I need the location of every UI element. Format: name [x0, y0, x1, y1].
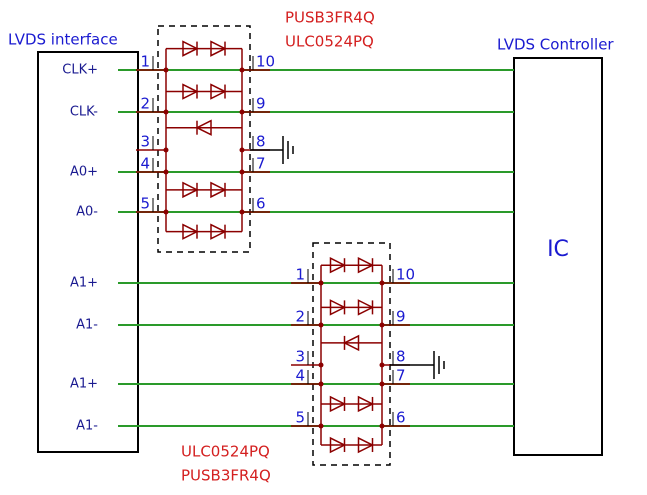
diode — [182, 223, 199, 240]
junction — [318, 381, 324, 387]
chip-outline — [312, 242, 391, 466]
signal-label: CLK+ — [62, 63, 98, 78]
junction — [318, 362, 324, 368]
diode — [357, 299, 375, 316]
junction — [163, 169, 169, 175]
junction — [318, 322, 324, 328]
pin-number: 3 — [140, 133, 150, 151]
diode — [210, 40, 227, 57]
diode — [357, 436, 375, 454]
diode — [182, 40, 199, 57]
pin-number: 8 — [396, 348, 406, 366]
diode — [182, 181, 199, 199]
pin-number: 2 — [140, 95, 150, 113]
signal-label: A1+ — [70, 276, 98, 291]
part-number: PUSB3FR4Q — [285, 9, 375, 27]
pin-number: 7 — [256, 155, 266, 173]
junction — [163, 209, 169, 215]
junction — [379, 362, 385, 368]
pin-number: 4 — [140, 155, 150, 173]
controller-box — [513, 57, 603, 456]
interface-box — [37, 51, 139, 453]
junction — [318, 423, 324, 429]
junction — [379, 280, 385, 286]
pin-number: 9 — [396, 308, 406, 326]
junction — [318, 280, 324, 286]
diode — [195, 119, 212, 136]
pin-number: 8 — [256, 133, 266, 151]
controller-title: LVDS Controller — [497, 36, 614, 54]
junction — [239, 109, 245, 115]
diode — [342, 334, 360, 352]
signal-label: A0- — [76, 205, 98, 220]
pin-number: 5 — [295, 409, 305, 427]
part-number: ULC0524PQ — [285, 33, 374, 51]
diode — [329, 436, 347, 454]
diode — [210, 83, 227, 100]
diode — [329, 299, 347, 316]
diode — [329, 395, 347, 413]
junction — [239, 209, 245, 215]
signal-label: A1+ — [70, 377, 98, 392]
pin-number: 7 — [396, 367, 406, 385]
chip-outline — [157, 25, 251, 253]
diode — [210, 181, 227, 199]
junction — [163, 67, 169, 73]
pin-number: 9 — [256, 95, 266, 113]
pin-number: 6 — [396, 409, 406, 427]
pin-number: 1 — [295, 266, 305, 284]
tvs-chip: 1 10 2 9 3 8 4 7 5 6 — [136, 25, 294, 253]
signal-label: A1- — [76, 318, 98, 333]
diode — [329, 256, 347, 274]
part-number: PUSB3FR4Q — [181, 467, 271, 485]
diode — [182, 83, 199, 100]
signal-label: A0+ — [70, 165, 98, 180]
junction — [379, 322, 385, 328]
junction — [239, 169, 245, 175]
pin-number: 5 — [140, 195, 150, 213]
pin-number: 3 — [295, 348, 305, 366]
junction — [239, 67, 245, 73]
diode — [357, 256, 375, 274]
pin-number: 6 — [256, 195, 266, 213]
pin-number: 10 — [256, 53, 275, 71]
pin-number: 10 — [396, 266, 415, 284]
junction — [239, 147, 245, 153]
pin-number: 1 — [140, 53, 150, 71]
part-number: ULC0524PQ — [181, 443, 270, 461]
diode — [357, 395, 375, 413]
signal-label: CLK- — [70, 105, 98, 120]
interface-title: LVDS interface — [8, 31, 118, 49]
pin-number: 4 — [295, 367, 305, 385]
diode — [210, 223, 227, 240]
ic-label: IC — [547, 237, 569, 262]
signal-label: A1- — [76, 419, 98, 434]
junction — [163, 109, 169, 115]
junction — [379, 423, 385, 429]
junction — [379, 381, 385, 387]
tvs-chip: 1 10 2 9 3 8 4 7 5 6 — [291, 242, 445, 466]
junction — [163, 147, 169, 153]
pin-number: 2 — [295, 308, 305, 326]
